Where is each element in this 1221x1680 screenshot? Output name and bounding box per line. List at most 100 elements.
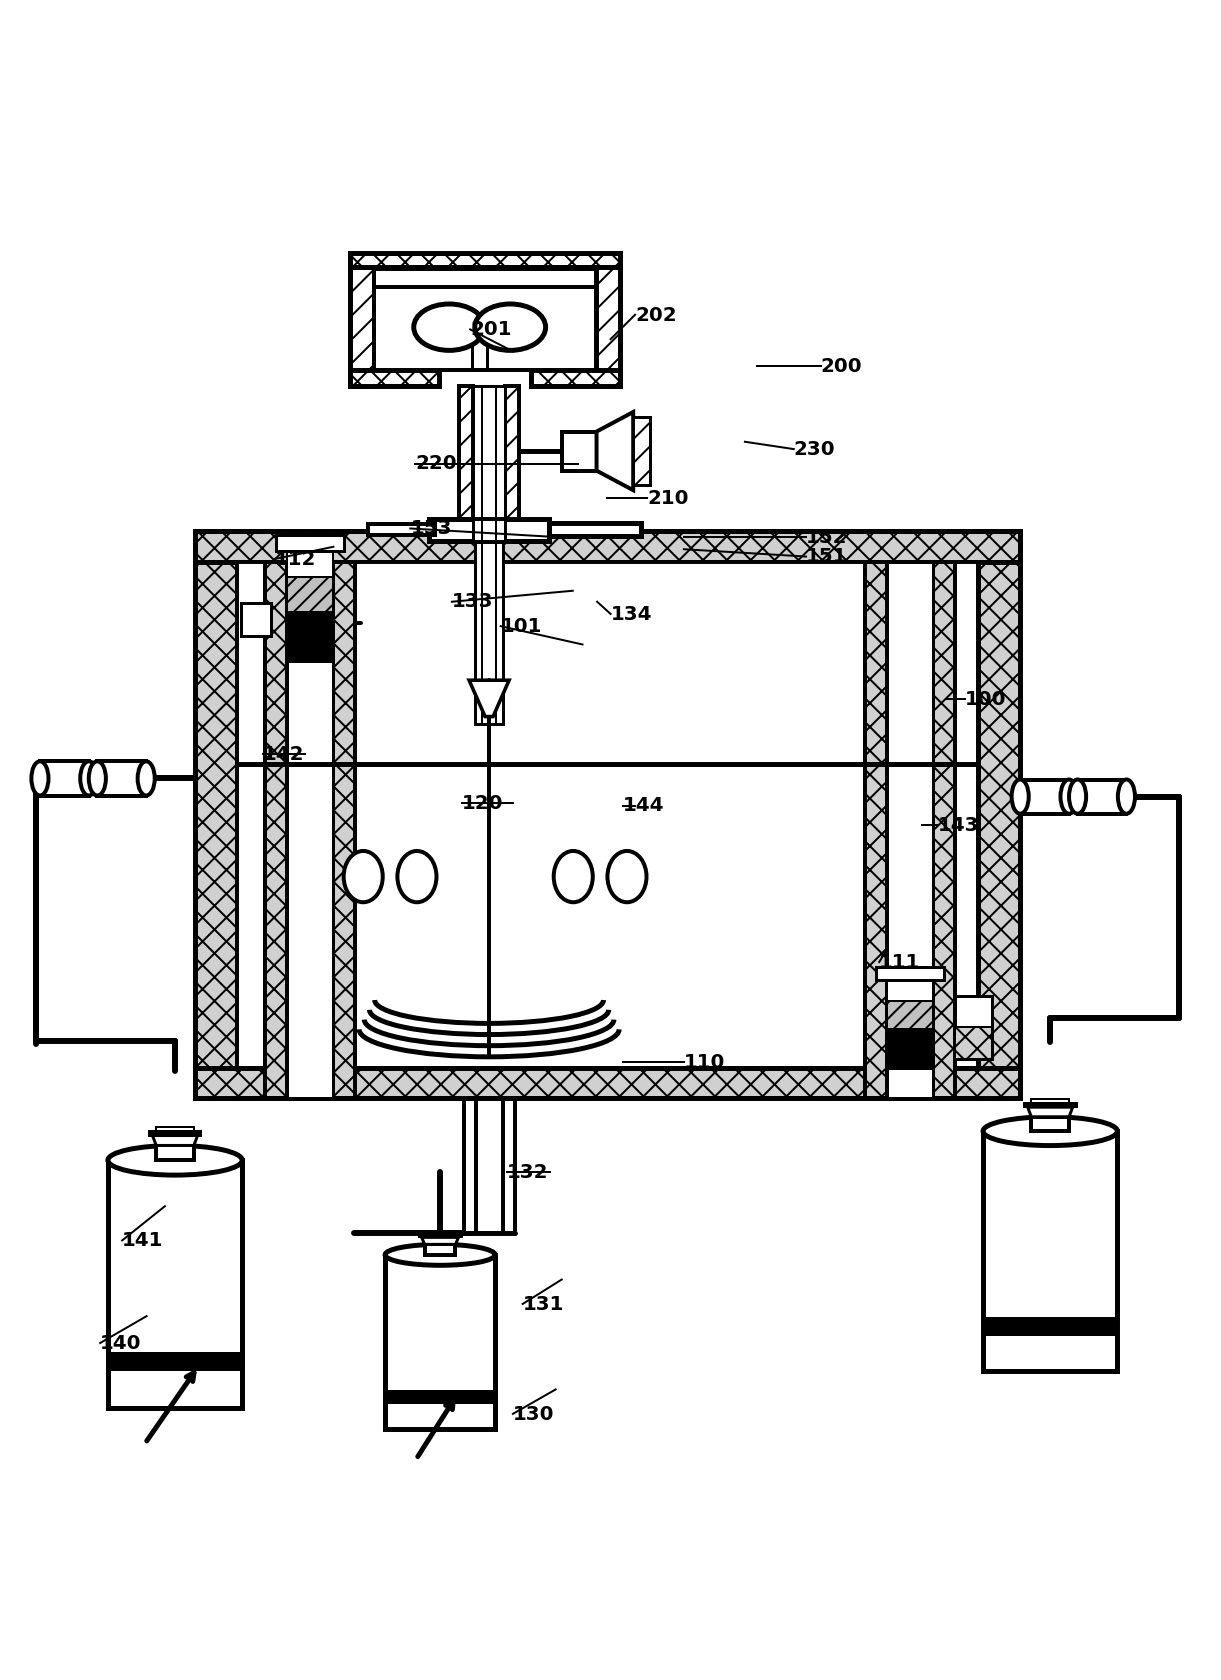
Text: 111: 111 xyxy=(879,953,921,971)
Text: 202: 202 xyxy=(635,306,676,324)
Bar xyxy=(429,519,549,541)
Bar xyxy=(287,551,333,578)
Bar xyxy=(149,1131,201,1136)
Bar xyxy=(886,1001,933,1030)
Text: 141: 141 xyxy=(122,1231,164,1250)
Text: 142: 142 xyxy=(263,744,304,764)
Ellipse shape xyxy=(1011,780,1028,813)
Text: 210: 210 xyxy=(647,489,689,507)
Bar xyxy=(195,531,1020,561)
Bar xyxy=(505,386,519,531)
Bar xyxy=(287,561,333,1099)
Bar xyxy=(1023,1104,1077,1107)
Ellipse shape xyxy=(107,1146,242,1176)
Bar xyxy=(1020,780,1068,813)
Ellipse shape xyxy=(553,852,592,902)
Ellipse shape xyxy=(983,1117,1117,1146)
Text: 110: 110 xyxy=(684,1053,725,1072)
Ellipse shape xyxy=(1117,780,1134,813)
Bar xyxy=(374,269,596,370)
Bar xyxy=(385,1255,495,1430)
Ellipse shape xyxy=(1068,780,1085,813)
Bar xyxy=(459,386,473,531)
Bar xyxy=(287,613,333,662)
Bar xyxy=(886,979,933,1001)
Text: 140: 140 xyxy=(100,1334,142,1352)
Bar xyxy=(531,370,620,386)
Bar xyxy=(864,561,886,1099)
Ellipse shape xyxy=(138,761,155,796)
Polygon shape xyxy=(469,680,509,717)
Text: 130: 130 xyxy=(513,1404,554,1423)
Text: 112: 112 xyxy=(275,549,316,568)
Ellipse shape xyxy=(385,1245,495,1265)
Bar xyxy=(156,1127,194,1131)
Bar xyxy=(107,1161,242,1408)
Bar xyxy=(98,761,147,796)
Text: 143: 143 xyxy=(938,816,979,835)
Polygon shape xyxy=(596,412,632,491)
Text: 131: 131 xyxy=(523,1295,564,1314)
Bar xyxy=(425,1245,455,1255)
Ellipse shape xyxy=(475,304,546,351)
Text: 100: 100 xyxy=(965,690,1006,709)
Ellipse shape xyxy=(89,761,106,796)
Bar xyxy=(933,561,955,1099)
Text: 152: 152 xyxy=(806,528,847,546)
Bar xyxy=(350,252,374,386)
Text: 134: 134 xyxy=(610,605,652,623)
Text: 153: 153 xyxy=(410,519,452,538)
Bar xyxy=(237,561,978,1068)
Bar xyxy=(549,522,641,536)
Polygon shape xyxy=(153,1136,198,1146)
Bar xyxy=(983,1319,1117,1336)
Ellipse shape xyxy=(32,761,49,796)
Polygon shape xyxy=(1027,1107,1072,1117)
Bar xyxy=(265,561,287,1099)
Bar xyxy=(886,561,933,1099)
Bar xyxy=(473,519,505,541)
Bar xyxy=(875,968,944,979)
Ellipse shape xyxy=(414,304,485,351)
Bar xyxy=(333,561,355,1099)
Bar xyxy=(562,432,596,470)
Bar xyxy=(983,1131,1117,1371)
Bar xyxy=(419,1235,462,1238)
Polygon shape xyxy=(421,1238,458,1245)
Bar xyxy=(596,252,620,386)
Ellipse shape xyxy=(397,852,436,902)
Ellipse shape xyxy=(81,761,98,796)
Text: 132: 132 xyxy=(507,1163,548,1181)
Bar xyxy=(107,1352,242,1371)
Bar xyxy=(955,1026,991,1058)
Bar xyxy=(425,1231,455,1235)
Bar xyxy=(473,386,505,531)
Text: 200: 200 xyxy=(821,356,862,376)
Bar xyxy=(385,1391,495,1403)
Bar xyxy=(1077,780,1126,813)
Text: 101: 101 xyxy=(501,617,542,635)
Text: 230: 230 xyxy=(794,440,835,459)
Ellipse shape xyxy=(607,852,646,902)
Bar xyxy=(350,370,440,386)
Bar xyxy=(40,761,89,796)
Bar xyxy=(632,417,650,486)
Bar xyxy=(886,1030,933,1070)
Bar xyxy=(1032,1099,1068,1104)
Bar xyxy=(156,1146,194,1161)
Bar xyxy=(475,541,503,724)
Ellipse shape xyxy=(343,852,382,902)
Bar xyxy=(1032,1117,1068,1131)
Bar xyxy=(978,531,1020,1099)
Ellipse shape xyxy=(1060,780,1077,813)
Text: 133: 133 xyxy=(452,593,493,612)
Bar xyxy=(955,996,991,1058)
Bar xyxy=(195,1068,1020,1099)
Bar xyxy=(350,252,620,267)
Text: 144: 144 xyxy=(623,796,664,815)
Bar xyxy=(287,578,333,613)
Text: 120: 120 xyxy=(462,795,503,813)
Text: 201: 201 xyxy=(470,321,512,339)
Text: 220: 220 xyxy=(415,454,457,474)
Text: 151: 151 xyxy=(806,548,847,566)
